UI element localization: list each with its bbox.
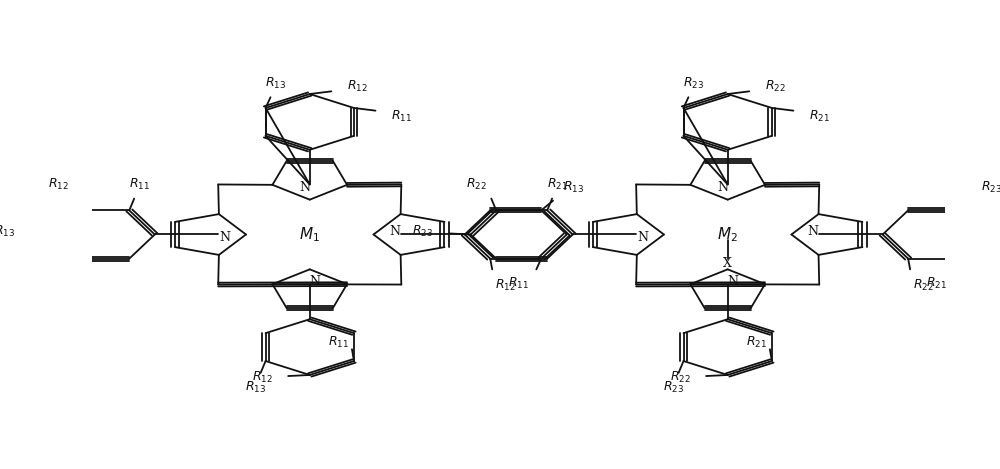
Text: $R_{22}$: $R_{22}$ — [913, 277, 934, 293]
Text: $R_{21}$: $R_{21}$ — [746, 335, 767, 350]
Text: $R_{22}$: $R_{22}$ — [670, 370, 690, 385]
Text: $R_{21}$: $R_{21}$ — [547, 176, 568, 192]
Text: $M_2$: $M_2$ — [717, 225, 738, 244]
Text: $R_{23}$: $R_{23}$ — [663, 380, 684, 395]
Text: N: N — [808, 225, 819, 238]
Text: N: N — [637, 231, 648, 244]
Text: $R_{23}$: $R_{23}$ — [683, 76, 704, 91]
Text: $R_{12}$: $R_{12}$ — [347, 78, 368, 93]
Text: $R_{12}$: $R_{12}$ — [495, 277, 516, 293]
Text: $R_{22}$: $R_{22}$ — [466, 176, 486, 192]
Text: $R_{22}$: $R_{22}$ — [765, 78, 786, 93]
Text: $R_{11}$: $R_{11}$ — [129, 176, 150, 192]
Text: $M_1$: $M_1$ — [299, 225, 320, 244]
Text: N: N — [299, 182, 310, 194]
Text: $R_{13}$: $R_{13}$ — [563, 180, 584, 196]
Text: $R_{11}$: $R_{11}$ — [328, 335, 349, 350]
Text: $R_{23}$: $R_{23}$ — [412, 224, 433, 239]
Text: N: N — [717, 182, 728, 194]
Text: X: X — [723, 257, 732, 271]
Text: N: N — [390, 225, 401, 238]
Text: $R_{11}$: $R_{11}$ — [508, 276, 529, 291]
Text: $R_{12}$: $R_{12}$ — [48, 176, 68, 192]
Text: $R_{13}$: $R_{13}$ — [0, 224, 16, 239]
Text: $R_{21}$: $R_{21}$ — [926, 276, 947, 291]
Text: $R_{12}$: $R_{12}$ — [252, 370, 272, 385]
Text: N: N — [727, 275, 738, 287]
Text: N: N — [219, 231, 230, 244]
Text: N: N — [309, 275, 320, 287]
Text: $R_{11}$: $R_{11}$ — [391, 108, 412, 123]
Text: $R_{13}$: $R_{13}$ — [265, 76, 286, 91]
Text: $R_{21}$: $R_{21}$ — [809, 108, 830, 123]
Text: $R_{13}$: $R_{13}$ — [245, 380, 266, 395]
Text: $R_{23}$: $R_{23}$ — [981, 180, 1000, 196]
